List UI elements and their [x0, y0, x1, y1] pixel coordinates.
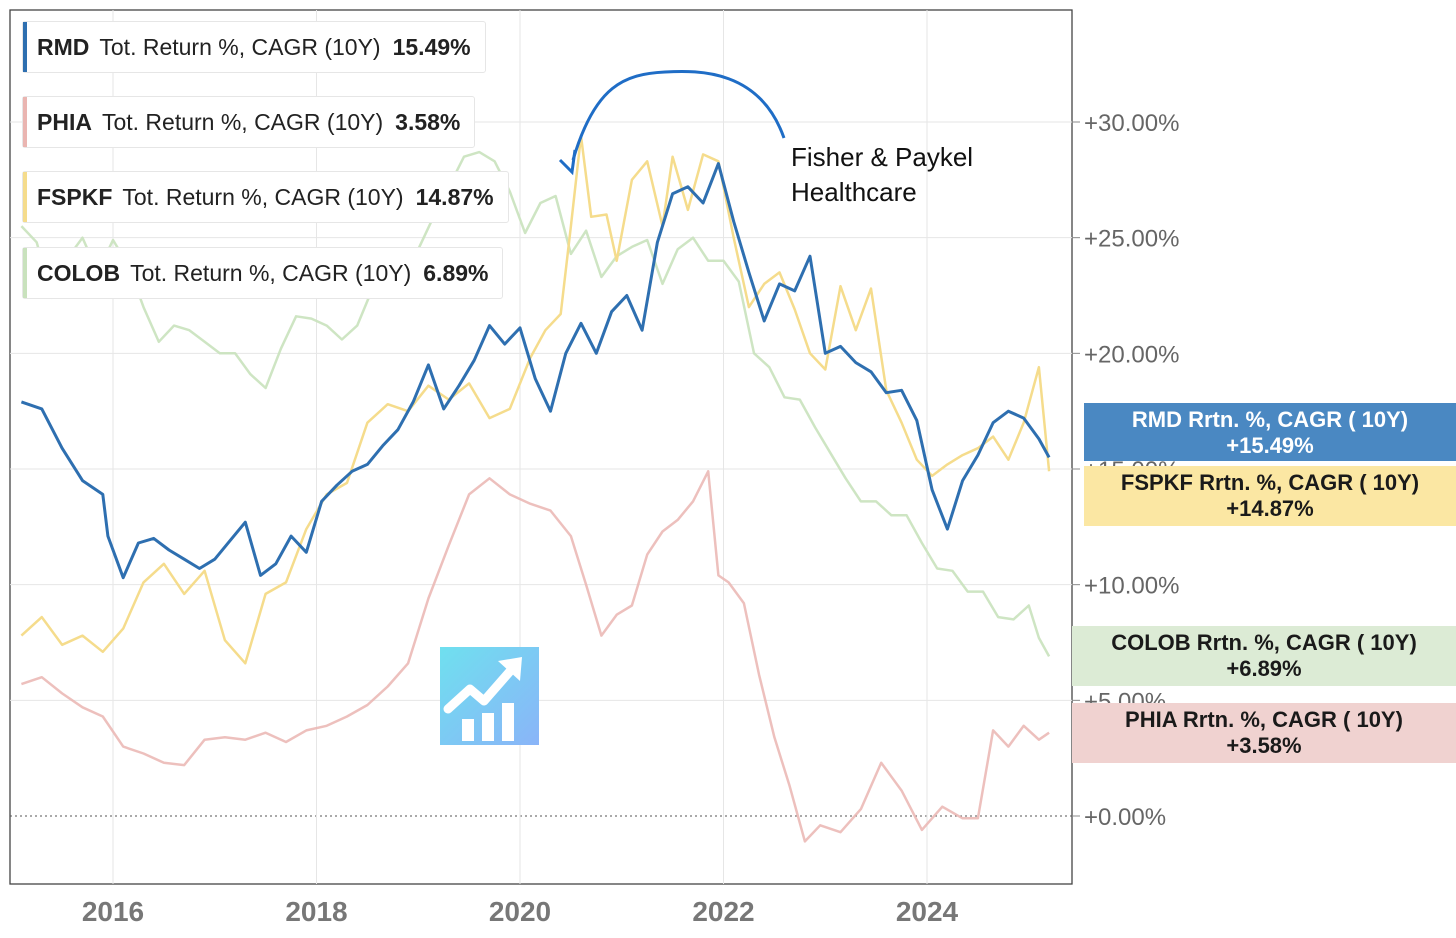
- end-label-title: FSPKF Rrtn. %, CAGR ( 10Y): [1120, 470, 1420, 495]
- plot-frame: [9, 9, 1073, 885]
- end-label-phia: PHIA Rrtn. %, CAGR ( 10Y) +3.58%: [1072, 703, 1456, 763]
- annotation-arrow: [571, 69, 786, 161]
- annotation-text: Fisher & Paykel Healthcare: [791, 140, 973, 210]
- legend-ticker: COLOB: [37, 259, 121, 286]
- series-line-colob: [20, 150, 1051, 658]
- x-tick-label: 2024: [896, 896, 959, 927]
- legend-value: 6.89%: [423, 259, 489, 286]
- legend-metric: Tot. Return %, CAGR (10Y): [99, 33, 381, 60]
- legend-ticker: PHIA: [37, 108, 92, 135]
- legend-item-fspkf: FSPKF Tot. Return %, CAGR (10Y) 14.87%: [22, 171, 509, 223]
- trending-up-icon: [440, 647, 539, 745]
- legend-swatch: [23, 172, 27, 222]
- y-tick-label: +20.00%: [1084, 341, 1179, 368]
- x-tick-label: 2022: [692, 896, 754, 927]
- tick-labels: +0.00%+5.00%+10.00%+15.00%+20.00%+25.00%…: [82, 110, 1180, 927]
- x-tick-label: 2020: [489, 896, 551, 927]
- legend-item-phia: PHIA Tot. Return %, CAGR (10Y) 3.58%: [22, 96, 476, 148]
- annotation-line-2: Healthcare: [791, 177, 917, 207]
- legend-metric: Tot. Return %, CAGR (10Y): [122, 183, 404, 210]
- legend-item-rmd: RMD Tot. Return %, CAGR (10Y) 15.49%: [22, 21, 486, 73]
- annotation-line-1: Fisher & Paykel: [791, 142, 974, 172]
- legend-value: 14.87%: [415, 183, 494, 210]
- x-tick-label: 2018: [285, 896, 347, 927]
- end-label-value: +6.89%: [1226, 656, 1302, 681]
- legend-swatch: [23, 22, 27, 72]
- y-tick-label: +0.00%: [1084, 804, 1166, 831]
- legend-ticker: RMD: [37, 33, 90, 60]
- end-label-title: RMD Rrtn. %, CAGR ( 10Y): [1131, 407, 1409, 432]
- series-line-phia: [20, 470, 1050, 843]
- end-label-value: +15.49%: [1226, 433, 1314, 458]
- legend-swatch: [23, 97, 27, 147]
- end-label-title: COLOB Rrtn. %, CAGR ( 10Y): [1111, 630, 1417, 655]
- end-label-rmd: RMD Rrtn. %, CAGR ( 10Y) +15.49%: [1084, 403, 1456, 461]
- legend-value: 15.49%: [392, 33, 471, 60]
- series-line-fspkf: [20, 134, 1051, 665]
- series-line-rmd: [20, 162, 1051, 580]
- end-label-fspkf: FSPKF Rrtn. %, CAGR ( 10Y) +14.87%: [1084, 466, 1456, 526]
- y-tick-label: +30.00%: [1084, 110, 1179, 137]
- end-label-value: +3.58%: [1226, 733, 1302, 758]
- series-lines: [20, 134, 1051, 843]
- legend-ticker: FSPKF: [37, 183, 113, 210]
- y-tick-label: +10.00%: [1084, 573, 1179, 600]
- end-label-title: PHIA Rrtn. %, CAGR ( 10Y): [1125, 707, 1403, 732]
- legend-metric: Tot. Return %, CAGR (10Y): [101, 108, 384, 135]
- y-tick-label: +25.00%: [1084, 226, 1179, 253]
- x-tick-label: 2016: [82, 896, 144, 927]
- legend-swatch: [23, 248, 27, 298]
- end-label-value: +14.87%: [1226, 496, 1314, 521]
- legend-value: 3.58%: [395, 108, 461, 135]
- end-label-colob: COLOB Rrtn. %, CAGR ( 10Y) +6.89%: [1072, 626, 1456, 686]
- annotation-arrowhead: [558, 149, 577, 176]
- legend-item-colob: COLOB Tot. Return %, CAGR (10Y) 6.89%: [22, 247, 504, 299]
- legend-metric: Tot. Return %, CAGR (10Y): [130, 259, 412, 286]
